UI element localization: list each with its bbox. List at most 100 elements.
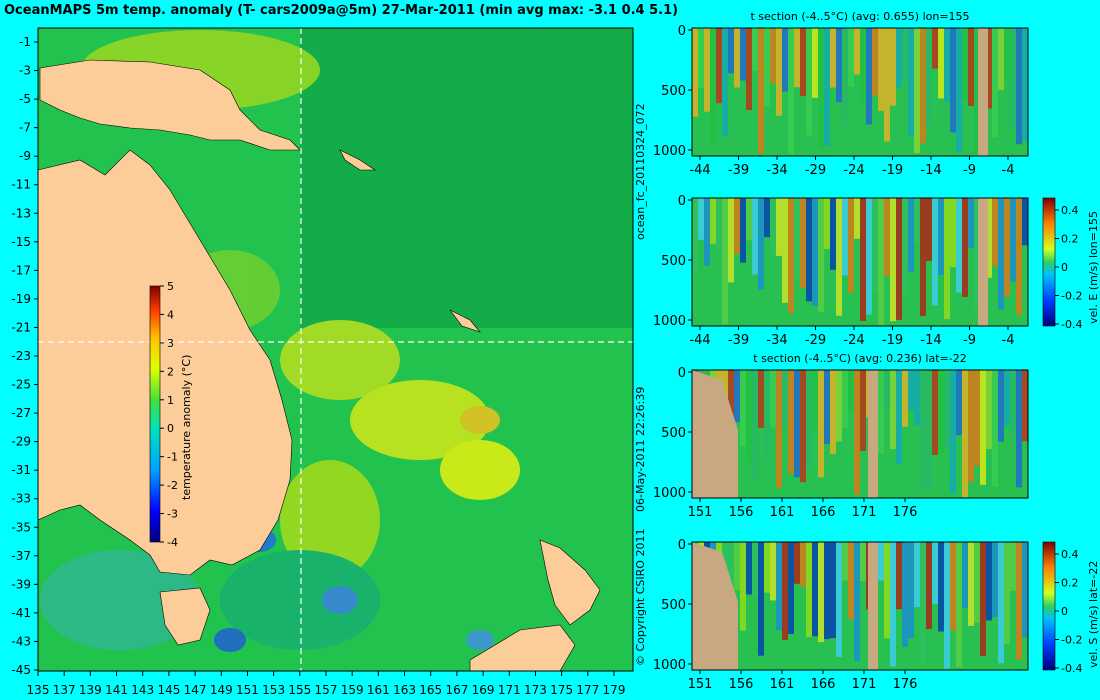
y-tick-label: 1000 bbox=[653, 314, 686, 329]
lon-tick-label: 157 bbox=[315, 683, 338, 697]
land-block bbox=[692, 542, 738, 670]
section-panel-1: t section (-4..5°C) (avg: 0.655) lon=155… bbox=[653, 10, 1029, 178]
y-tick-label: 0 bbox=[678, 538, 686, 553]
lon-tick-label: 161 bbox=[367, 683, 390, 697]
lat-tick-label: -33 bbox=[11, 492, 31, 506]
land-block bbox=[692, 370, 738, 498]
map-lat-ticks: -1 -3 -5 -7 -9 -11 -13 -15 -17 -19 -21 -23 -25 -27 -29… bbox=[11, 35, 38, 677]
x-tick-label: 176 bbox=[893, 505, 918, 520]
panel-title: t section (-4..5°C) (avg: 0.236) lat=-22 bbox=[753, 352, 966, 365]
velocity-colorbar bbox=[1042, 197, 1056, 327]
y-tick-label: 1000 bbox=[653, 486, 686, 501]
x-tick-label: -34 bbox=[766, 163, 787, 178]
new-guinea bbox=[39, 59, 301, 151]
x-tick-label: 161 bbox=[770, 677, 795, 692]
lat-tick-label: -43 bbox=[11, 634, 31, 648]
lat-tick-label: -13 bbox=[11, 206, 31, 220]
velocity-colorbar-tick-label: -0.4 bbox=[1061, 318, 1082, 331]
lon-tick-label: 141 bbox=[105, 683, 128, 697]
lat-tick-label: -41 bbox=[11, 606, 31, 620]
x-tick-label: -44 bbox=[689, 333, 710, 348]
velocity-colorbar-tick-label: 0.2 bbox=[1061, 577, 1079, 590]
lon-tick-label: 149 bbox=[210, 683, 233, 697]
land-block bbox=[868, 542, 878, 670]
x-tick-label: 171 bbox=[852, 677, 877, 692]
colorbar-tick-label: 1 bbox=[167, 394, 174, 407]
x-tick-label: -24 bbox=[843, 333, 864, 348]
section-panel-3: t section (-4..5°C) (avg: 0.236) lat=-22… bbox=[653, 352, 1029, 520]
x-tick-label: -24 bbox=[843, 163, 864, 178]
x-tick-label: -39 bbox=[728, 163, 749, 178]
x-tick-label: -9 bbox=[963, 163, 976, 178]
lon-tick-label: 179 bbox=[603, 683, 626, 697]
colorbar-tick-label: 4 bbox=[167, 308, 174, 321]
lat-tick-label: -7 bbox=[19, 121, 31, 135]
lon-tick-label: 155 bbox=[288, 683, 311, 697]
australia bbox=[37, 149, 293, 576]
colorbar-tick-label: -3 bbox=[167, 508, 178, 521]
land-block bbox=[978, 28, 988, 156]
lat-tick-label: -19 bbox=[11, 292, 31, 306]
land-block bbox=[978, 198, 988, 326]
lat-tick-label: -35 bbox=[11, 520, 31, 534]
x-tick-label: 151 bbox=[688, 505, 713, 520]
panel-stripes bbox=[692, 28, 1028, 156]
velocity-colorbar-tick-label: -0.2 bbox=[1061, 634, 1082, 647]
lat-tick-label: -21 bbox=[11, 320, 31, 334]
y-tick-label: 0 bbox=[678, 194, 686, 209]
map-plot: -1-3-5-7-9-11-13-15-17-19-21-23-25-27-29… bbox=[11, 27, 634, 697]
velocity-colorbar-tick-label: 0.4 bbox=[1061, 204, 1079, 217]
lat-tick-label: -29 bbox=[11, 435, 31, 449]
lat-tick-label: -1 bbox=[19, 35, 31, 49]
lat-tick-label: -45 bbox=[11, 663, 31, 677]
lon-tick-label: 159 bbox=[341, 683, 364, 697]
new-caledonia bbox=[449, 309, 481, 333]
velocity-colorbar-label: vel. S (m/s) lat=-22 bbox=[1087, 561, 1100, 668]
lon-tick-label: 143 bbox=[131, 683, 154, 697]
lon-tick-label: 169 bbox=[472, 683, 495, 697]
x-tick-label: 161 bbox=[770, 505, 795, 520]
lon-tick-label: 173 bbox=[524, 683, 547, 697]
colorbar-tick-label: -1 bbox=[167, 451, 178, 464]
lat-tick-label: -23 bbox=[11, 349, 31, 363]
y-tick-label: 500 bbox=[661, 254, 686, 269]
section-panel-2: 0 500 1000-44 -39 -34 -29 -24 -19 -14 -9 -4 0.4 0.2 0… bbox=[653, 194, 1100, 348]
y-tick-label: 1000 bbox=[653, 658, 686, 673]
land-masses bbox=[37, 59, 601, 672]
x-tick-label: -14 bbox=[920, 163, 941, 178]
lat-tick-label: -37 bbox=[11, 549, 31, 563]
colorbar-tick-label: 3 bbox=[167, 337, 174, 350]
y-tick-label: 0 bbox=[678, 24, 686, 39]
x-tick-label: 176 bbox=[893, 677, 918, 692]
colorbar-tick-label: 0 bbox=[167, 422, 174, 435]
lon-tick-label: 175 bbox=[550, 683, 573, 697]
lat-tick-label: -31 bbox=[11, 463, 31, 477]
lon-tick-label: 139 bbox=[79, 683, 102, 697]
x-tick-label: -4 bbox=[1002, 163, 1015, 178]
x-tick-label: -9 bbox=[963, 333, 976, 348]
lat-tick-label: -17 bbox=[11, 263, 31, 277]
y-tick-label: 500 bbox=[661, 426, 686, 441]
lat-tick-label: -25 bbox=[11, 378, 31, 392]
section-panels: t section (-4..5°C) (avg: 0.655) lon=155… bbox=[653, 10, 1100, 692]
lon-tick-label: 145 bbox=[157, 683, 180, 697]
lon-tick-label: 153 bbox=[262, 683, 285, 697]
velocity-colorbar-label: vel. E (m/s) lon=155 bbox=[1087, 211, 1100, 324]
colorbar-tick-label: 5 bbox=[167, 280, 174, 293]
x-tick-label: -34 bbox=[766, 333, 787, 348]
lon-tick-label: 135 bbox=[27, 683, 50, 697]
lon-tick-label: 177 bbox=[576, 683, 599, 697]
lon-tick-label: 151 bbox=[236, 683, 259, 697]
velocity-colorbar-tick-label: 0.4 bbox=[1061, 548, 1079, 561]
lon-tick-label: 147 bbox=[184, 683, 207, 697]
colorbar-tick-label: 2 bbox=[167, 365, 174, 378]
lon-tick-label: 165 bbox=[419, 683, 442, 697]
x-tick-label: -19 bbox=[882, 163, 903, 178]
lon-tick-label: 163 bbox=[393, 683, 416, 697]
velocity-colorbar bbox=[1042, 541, 1056, 671]
map-title: OceanMAPS 5m temp. anomaly (T- cars2009a… bbox=[4, 3, 679, 18]
x-tick-label: -29 bbox=[805, 163, 826, 178]
land-block bbox=[868, 370, 878, 498]
x-tick-label: -14 bbox=[920, 333, 941, 348]
